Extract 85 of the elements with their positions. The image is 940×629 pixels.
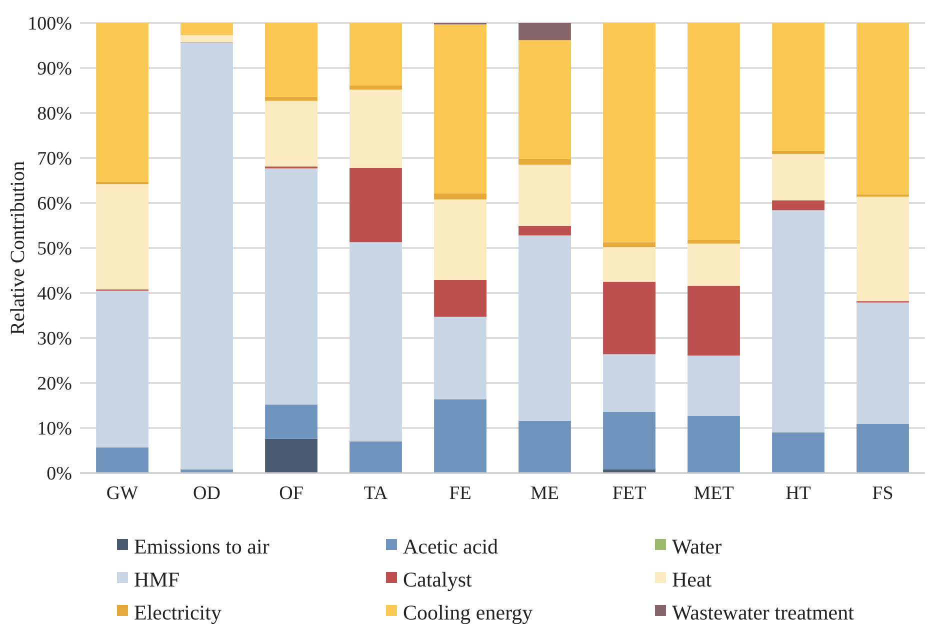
y-tick-label: 20% [37, 374, 72, 395]
bar [772, 432, 824, 473]
bar [772, 150, 824, 154]
bar [518, 226, 571, 236]
x-tick-label: FE [449, 483, 472, 504]
y-tick-label: 70% [37, 148, 72, 170]
bar [96, 23, 148, 182]
x-tick-label: FS [872, 483, 894, 504]
bar [856, 196, 909, 302]
bar [96, 290, 148, 448]
bar [434, 24, 486, 194]
bar [518, 420, 571, 473]
y-tick-label: 90% [37, 58, 72, 80]
bar [350, 168, 402, 242]
x-tick-label: OD [193, 483, 220, 504]
legend-label: HMF [134, 567, 180, 592]
legend-label: Heat [672, 567, 712, 592]
x-tick-label: OF [279, 483, 304, 504]
bar [772, 210, 824, 432]
y-axis-title: Relative Contribution [7, 161, 29, 335]
bar [688, 23, 740, 240]
bar [434, 194, 486, 200]
bar [518, 235, 571, 421]
bar [265, 404, 318, 439]
bar [603, 242, 656, 248]
bar [96, 184, 148, 290]
x-tick-label: MET [694, 483, 734, 504]
bar [434, 199, 486, 280]
bar [688, 356, 740, 416]
bar [688, 286, 740, 356]
legend-label: Catalyst [403, 567, 472, 592]
y-tick-label: 60% [37, 194, 72, 215]
bar [688, 240, 740, 244]
legend-label: Electricity [134, 600, 222, 624]
x-tick-label: TA [364, 483, 388, 504]
bar [350, 90, 402, 168]
bar [350, 242, 402, 442]
bar [772, 154, 824, 200]
bar [856, 23, 909, 194]
x-tick-label: ME [530, 483, 559, 504]
y-tick-label: 0% [46, 464, 72, 485]
bar [350, 442, 402, 473]
y-tick-label: 30% [37, 328, 72, 350]
bar [180, 42, 233, 470]
bar [96, 447, 148, 473]
bar [772, 23, 824, 151]
legend-label: Acetic acid [403, 534, 499, 558]
bar [434, 316, 486, 400]
bar [180, 23, 233, 36]
y-tick-label: 50% [37, 238, 72, 260]
bar [603, 247, 656, 282]
bar [688, 416, 740, 473]
y-tick-label: 100% [28, 14, 72, 35]
bar [856, 424, 909, 473]
y-tick-label: 10% [37, 418, 72, 440]
bar [265, 23, 318, 97]
bar [350, 23, 402, 86]
bar [434, 280, 486, 317]
bar [265, 96, 318, 101]
bar [434, 399, 486, 473]
bar [603, 23, 656, 242]
bar [603, 354, 656, 412]
legend-label: Wastewater treatment [672, 600, 854, 624]
legend-label: Water [672, 534, 722, 558]
x-tick-label: GW [106, 483, 138, 504]
y-tick-label: 40% [37, 284, 72, 305]
x-tick-label: HT [786, 483, 812, 504]
legend-label: Emissions to air [134, 534, 270, 558]
bar [518, 40, 571, 159]
bar [603, 282, 656, 354]
bar [265, 100, 318, 167]
bar [265, 438, 318, 473]
bar [688, 244, 740, 286]
bar [856, 302, 909, 424]
bar [518, 164, 571, 226]
x-tick-label: FET [612, 483, 647, 504]
bar [772, 200, 824, 210]
bar [603, 412, 656, 470]
y-tick-label: 80% [37, 104, 72, 125]
bar [350, 86, 402, 90]
bar [265, 168, 318, 405]
bar [518, 23, 571, 40]
bar [180, 35, 233, 42]
bar [518, 158, 571, 165]
legend-label: Cooling energy [403, 600, 534, 624]
